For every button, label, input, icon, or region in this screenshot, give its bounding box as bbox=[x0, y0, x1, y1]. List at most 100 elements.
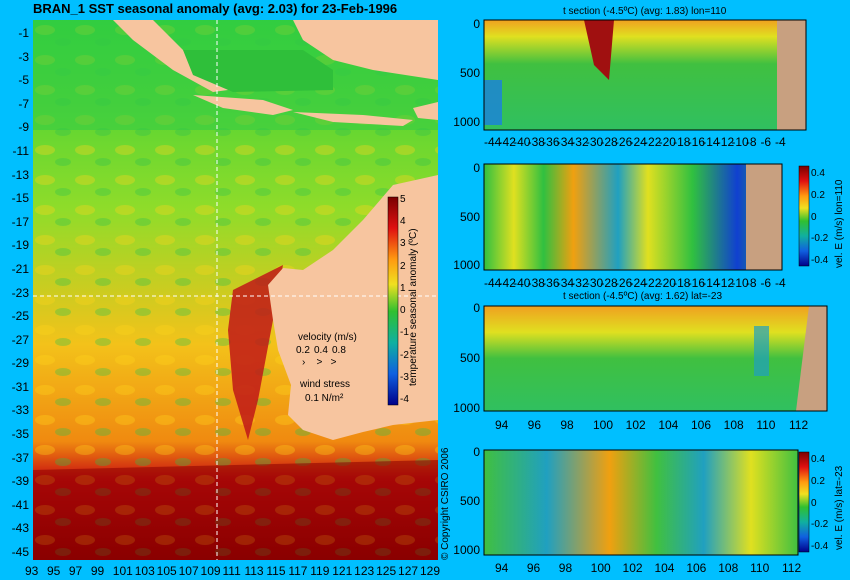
panel3-title: t section (-4.5ºC) (avg: 1.62) lat=-23 bbox=[563, 291, 722, 302]
map-ytick-4: -9 bbox=[18, 120, 29, 135]
map-title: BRAN_1 SST seasonal anomaly (avg: 2.03) … bbox=[33, 1, 398, 16]
p3-xtick-0: 94 bbox=[495, 418, 509, 432]
map-xtick-7: 107 bbox=[178, 564, 199, 578]
panel4-colorbar-label: vel. E (m/s) lat=-23 bbox=[834, 465, 845, 550]
coastal-current bbox=[228, 265, 283, 440]
map-xtick-17: 127 bbox=[398, 564, 419, 578]
wind-stress-value: 0.1 N/m² bbox=[305, 393, 344, 404]
map-xtick-15: 123 bbox=[354, 564, 375, 578]
p1-ytick-0: 0 bbox=[473, 17, 480, 31]
p2-xtick-6: -32 bbox=[571, 276, 589, 290]
velocity-label: velocity (m/s) bbox=[298, 332, 357, 343]
p2-xtick-3: -38 bbox=[527, 276, 545, 290]
panel1-title: t section (-4.5ºC) (avg: 1.83) lon=110 bbox=[563, 6, 727, 17]
p1-xtick-17: -10 bbox=[731, 135, 749, 149]
p1-xtick-19: -6 bbox=[760, 135, 772, 149]
map-cbtick-3: 2 bbox=[400, 260, 406, 272]
map-ytick-2: -5 bbox=[18, 73, 29, 88]
p2-xtick-13: -18 bbox=[673, 276, 691, 290]
velocity-value-2: 0.8 bbox=[332, 345, 346, 356]
map-ytick-20: -41 bbox=[11, 497, 29, 512]
panel3-plot bbox=[483, 305, 828, 412]
p4-xtick-2: 98 bbox=[558, 561, 573, 575]
p1-xtick-11: -22 bbox=[644, 135, 662, 149]
map-ytick-16: -33 bbox=[11, 403, 29, 418]
p4-xtick-1: 96 bbox=[526, 561, 541, 575]
p2-xtick-2: -40 bbox=[513, 276, 531, 290]
map-ytick-7: -15 bbox=[11, 191, 29, 206]
p1-xtick-13: -18 bbox=[673, 135, 691, 149]
p4-cbtick-0: 0.4 bbox=[811, 454, 825, 465]
p1-xtick-12: -20 bbox=[658, 135, 676, 149]
java-sea bbox=[183, 50, 333, 92]
wind-stress-label: wind stress bbox=[300, 379, 351, 390]
p3-ytick-2: 1000 bbox=[453, 401, 480, 415]
p2-xtick-8: -28 bbox=[600, 276, 618, 290]
p1-xtick-3: -38 bbox=[527, 135, 545, 149]
sst-map bbox=[33, 20, 438, 560]
p2-cbtick-0: 0.4 bbox=[811, 168, 825, 179]
p1-xtick-1: -42 bbox=[498, 135, 516, 149]
map-colorbar-label: temperature seasonal anomaly (ºC) bbox=[408, 228, 419, 386]
p1-ytick-1: 500 bbox=[459, 66, 480, 80]
p3-ytick-0: 0 bbox=[473, 301, 480, 315]
map-xtick-2: 97 bbox=[68, 564, 83, 578]
p2-xtick-7: -30 bbox=[585, 276, 604, 290]
p4-xtick-4: 102 bbox=[622, 561, 643, 575]
p3-xtick-2: 98 bbox=[560, 418, 574, 432]
map-xtick-8: 109 bbox=[200, 564, 221, 578]
p2-xtick-11: -22 bbox=[644, 276, 662, 290]
p4-cbtick-4: -0.4 bbox=[811, 541, 829, 552]
p1-xtick-5: -34 bbox=[556, 135, 575, 149]
p3-xtick-8: 110 bbox=[756, 418, 776, 432]
p4-ytick-2: 1000 bbox=[453, 543, 480, 557]
map-xtick-14: 121 bbox=[332, 564, 353, 578]
velocity-arrows: › > > bbox=[302, 357, 337, 368]
p4-xtick-8: 110 bbox=[750, 561, 770, 575]
map-ytick-1: -3 bbox=[18, 49, 29, 64]
p1-xtick-14: -16 bbox=[687, 135, 706, 149]
map-cbtick-5: 0 bbox=[400, 305, 406, 317]
p4-cbtick-1: 0.2 bbox=[811, 475, 825, 487]
map-ytick-8: -17 bbox=[11, 214, 29, 229]
map-ytick-11: -23 bbox=[11, 285, 29, 300]
map-ytick-22: -45 bbox=[11, 545, 29, 559]
map-xtick-9: 111 bbox=[222, 564, 241, 578]
p3-xtick-1: 96 bbox=[527, 418, 542, 432]
p1-xtick-16: -12 bbox=[716, 135, 735, 149]
p2-ytick-0: 0 bbox=[473, 161, 480, 175]
map-xtick-3: 99 bbox=[90, 564, 105, 578]
map-cbtick-0: 5 bbox=[400, 194, 406, 205]
p2-xtick-15: -14 bbox=[702, 276, 720, 290]
java-land bbox=[193, 95, 293, 115]
p1-xtick-6: -32 bbox=[571, 135, 589, 149]
p2-xtick-12: -20 bbox=[658, 276, 676, 290]
p2-xtick-16: -12 bbox=[716, 276, 735, 290]
map-colorbar bbox=[387, 196, 399, 406]
map-cbtick-8: -3 bbox=[400, 371, 409, 383]
panel2-colorbar bbox=[798, 165, 810, 267]
p2-cbtick-4: -0.4 bbox=[811, 255, 829, 266]
p4-xtick-9: 112 bbox=[782, 561, 802, 575]
p2-xtick-9: -26 bbox=[614, 276, 633, 290]
p3-xtick-6: 106 bbox=[691, 418, 712, 432]
p2-xtick-19: -6 bbox=[760, 276, 772, 290]
borneo-land bbox=[293, 20, 438, 80]
map-ytick-6: -13 bbox=[11, 167, 29, 182]
panel2-colorbar-label: vel. E (m/s) lon=110 bbox=[834, 179, 845, 268]
timor-land bbox=[413, 102, 438, 120]
p3-xtick-3: 100 bbox=[593, 418, 614, 432]
p2-cbtick-1: 0.2 bbox=[811, 189, 825, 201]
map-cbtick-6: -1 bbox=[400, 327, 409, 339]
p1-xtick-15: -14 bbox=[702, 135, 720, 149]
p2-xtick-14: -16 bbox=[687, 276, 706, 290]
map-ytick-10: -21 bbox=[11, 261, 29, 276]
p2-xtick-5: -34 bbox=[556, 276, 575, 290]
p1-xtick-0: -44 bbox=[484, 135, 502, 149]
p1-xtick-7: -30 bbox=[585, 135, 604, 149]
p1-xtick-2: -40 bbox=[513, 135, 531, 149]
map-ytick-9: -19 bbox=[11, 238, 29, 253]
p2-xtick-1: -42 bbox=[498, 276, 516, 290]
map-ytick-18: -37 bbox=[11, 450, 29, 465]
panel4-plot bbox=[483, 449, 799, 556]
